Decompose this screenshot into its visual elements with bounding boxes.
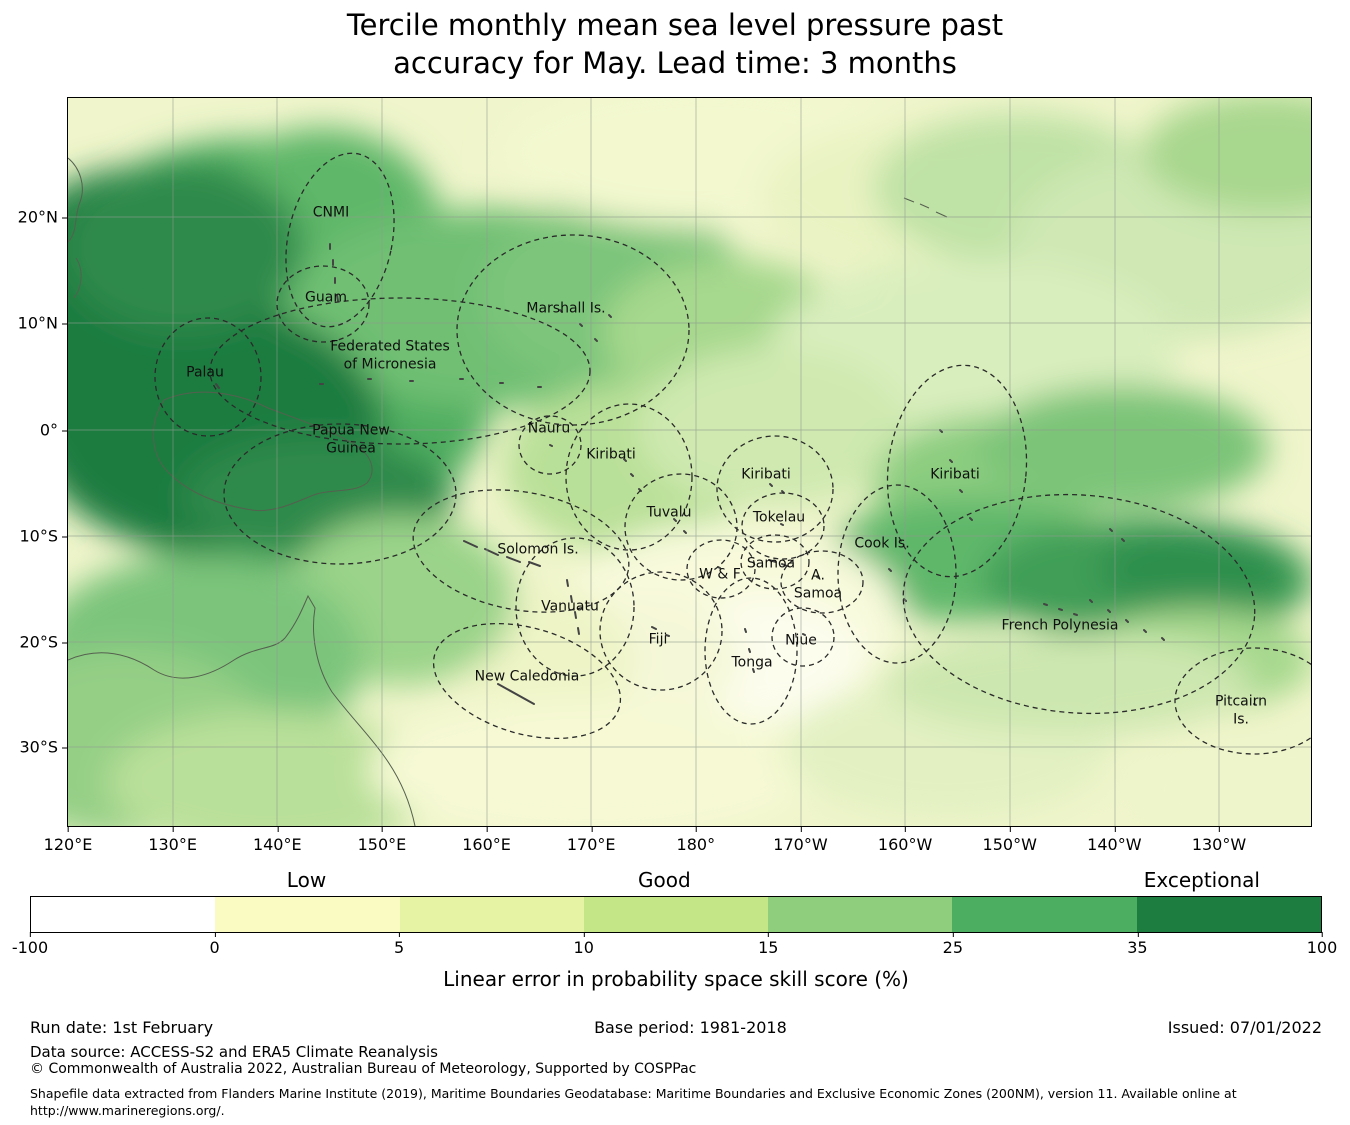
colorbar-tick-label: 10 (573, 932, 594, 957)
data-source-text: Data source: ACCESS-S2 and ERA5 Climate … (30, 1043, 438, 1061)
colorbar-section: Low Good Exceptional -100 0 5 10 15 25 35 100 Lin… (12, 864, 1337, 991)
base-period-text: Base period: 1981-2018 (594, 1018, 787, 1037)
skill-score-fill (68, 98, 1311, 826)
island-marks (215, 243, 1257, 706)
x-tick-label: 140°E (252, 827, 302, 854)
colorbar-segment (768, 897, 953, 932)
x-tick-label: 150°E (357, 827, 407, 854)
colorbar-tick-labels: -100 0 5 10 15 25 35 100 (12, 932, 1337, 957)
colorbar-segment (31, 897, 216, 932)
x-tick-label: 140°W (1087, 827, 1142, 854)
colorbar-descriptor-low: Low (286, 868, 327, 892)
colorbar-segment (952, 897, 1137, 932)
x-tick-label: 170°W (773, 827, 828, 854)
y-tick-label: 10°S (19, 526, 67, 546)
footer-row-primary: Run date: 1st February Base period: 1981… (30, 1018, 1322, 1037)
pacific-map-panel: CNMI Guam Marshall Is. Federated States of … (18, 97, 1312, 854)
gridlines (68, 98, 1311, 826)
colorbar-descriptor-good: Good (638, 868, 691, 892)
x-tick-label: 150°W (982, 827, 1037, 854)
colorbar-tick-label: 100 (1306, 932, 1338, 957)
x-tick-label: 160°W (877, 827, 933, 854)
colorbar-qualitative-labels: Low Good Exceptional (30, 864, 1322, 894)
colorbar-segment (1136, 897, 1321, 932)
pacific-map-canvas (68, 98, 1311, 826)
x-tick-label: 130°W (1191, 827, 1247, 854)
figure-title: Tercile monthly mean sea level pressure … (0, 6, 1350, 83)
x-tick-label: 170°E (566, 827, 616, 854)
y-tick-label: 20°S (19, 632, 67, 652)
coastlines (68, 157, 948, 826)
colorbar-segment (215, 897, 400, 932)
x-tick-label: 180° (676, 827, 716, 854)
colorbar-tick-label: 35 (1127, 932, 1148, 957)
colorbar-tick-label: -100 (11, 932, 49, 957)
y-tick-label: 30°S (19, 737, 67, 757)
y-tick-label: 0° (39, 420, 68, 440)
eez-boundaries (154, 152, 1311, 755)
colorbar-tick-label: 15 (758, 932, 779, 957)
x-tick-label: 130°E (148, 827, 197, 854)
colorbar-tick-label: 25 (942, 932, 964, 957)
issued-date-text: Issued: 07/01/2022 (1167, 1018, 1322, 1037)
figure-title-line2: accuracy for May. Lead time: 3 months (393, 46, 957, 81)
colorbar-segment (399, 897, 584, 932)
colorbar-tick-label: 0 (209, 932, 220, 957)
colorbar-segment (583, 897, 769, 932)
shapefile-note-text: Shapefile data extracted from Flanders M… (30, 1086, 1237, 1118)
y-tick-label: 10°N (17, 313, 68, 333)
figure-title-line1: Tercile monthly mean sea level pressure … (346, 8, 1004, 42)
run-date-text: Run date: 1st February (30, 1018, 214, 1037)
colorbar-axis-label: Linear error in probability space skill … (443, 967, 909, 991)
copyright-text: © Commonwealth of Australia 2022, Austra… (30, 1061, 697, 1077)
colorbar-descriptor-exceptional: Exceptional (1143, 868, 1260, 892)
colorbar (30, 896, 1322, 933)
x-tick-label: 160°E (462, 827, 511, 854)
x-tick-label: 120°E (43, 827, 93, 854)
y-tick-label: 20°N (17, 207, 68, 227)
colorbar-tick-label: 5 (394, 932, 405, 957)
